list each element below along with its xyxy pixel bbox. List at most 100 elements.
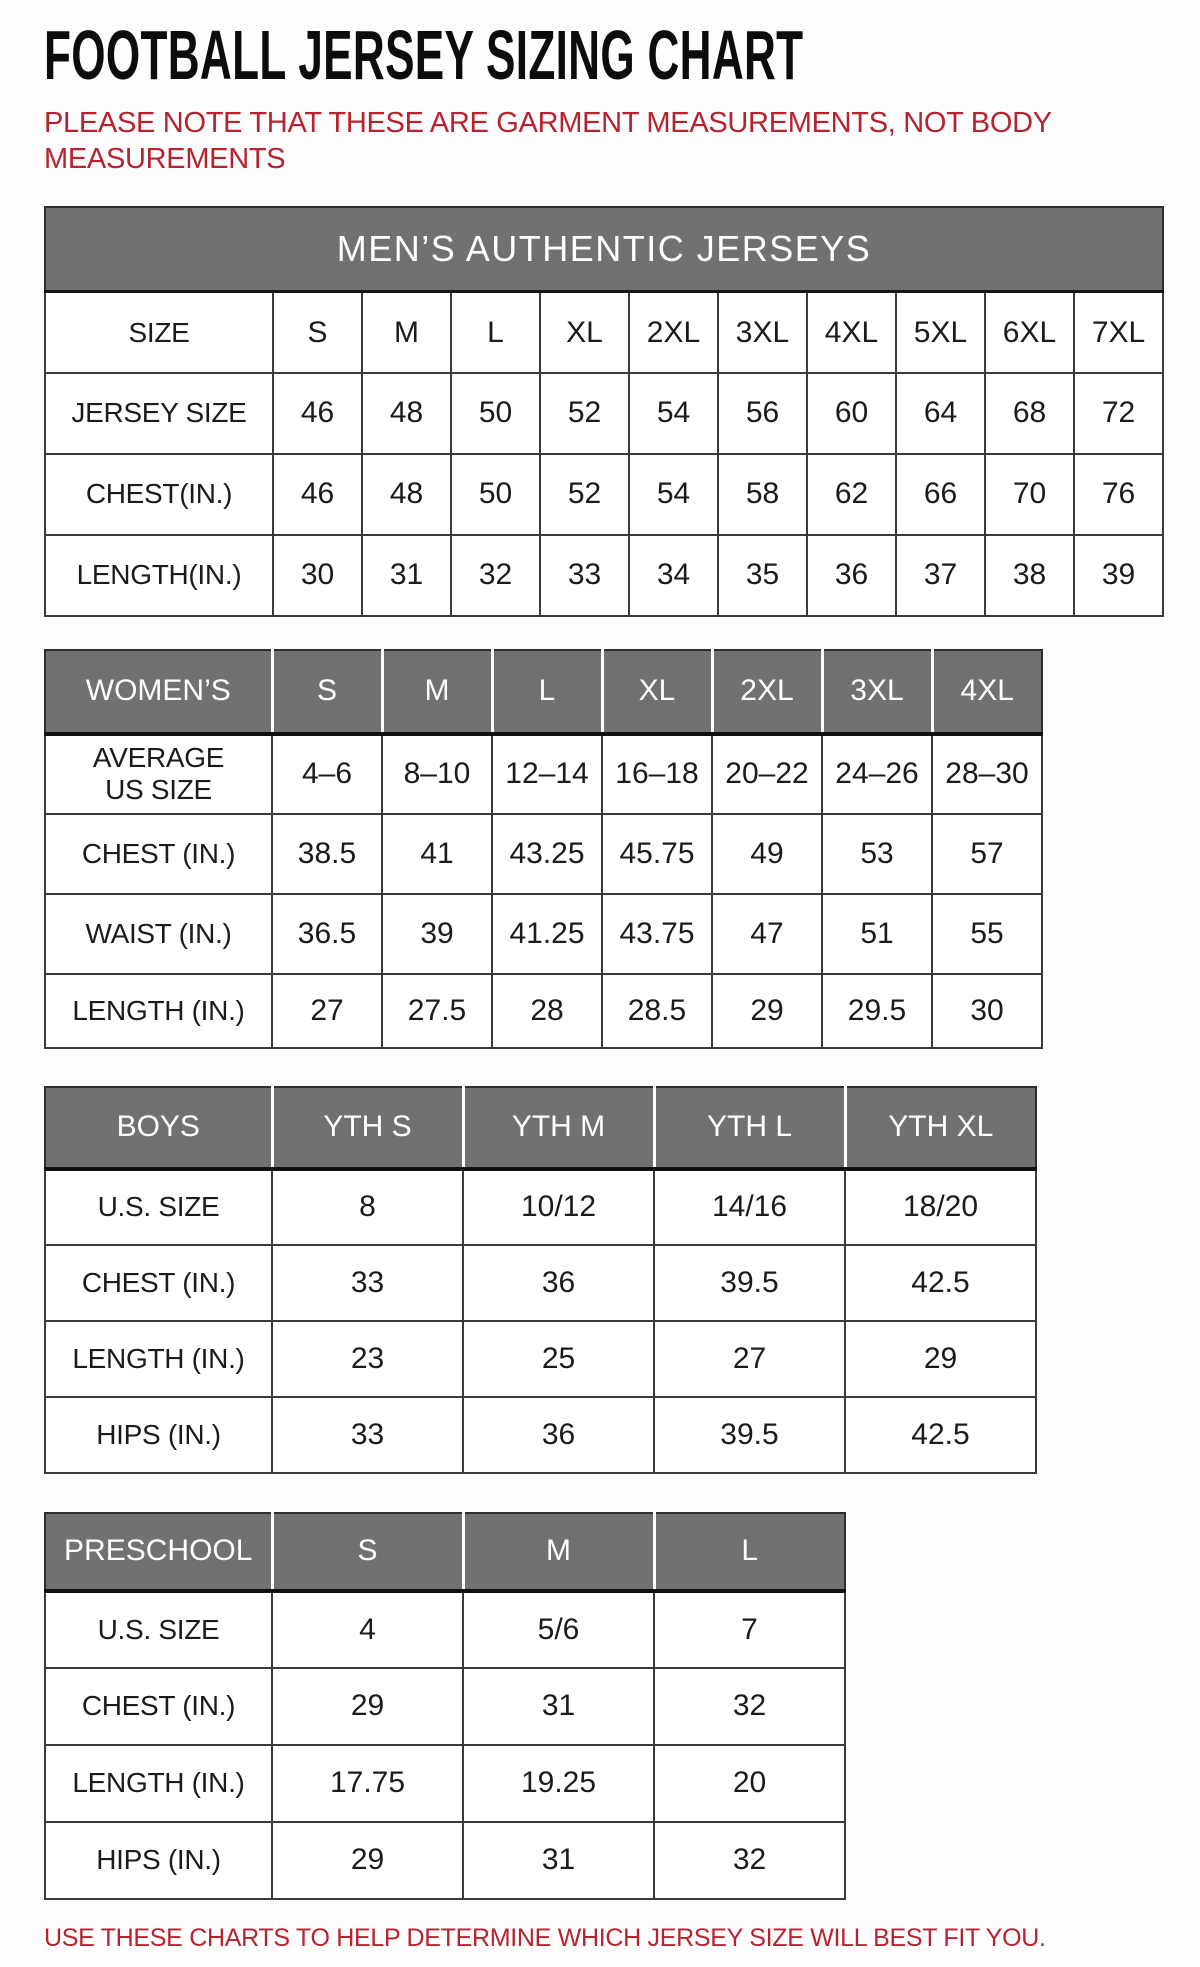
row-label-cell: LENGTH (IN.)	[44, 972, 273, 1049]
garment-measurement-note: PLEASE NOTE THAT THESE ARE GARMENT MEASU…	[44, 107, 1052, 175]
column-header-cell: YTH L	[652, 1085, 847, 1171]
value-cell: 8	[271, 1167, 464, 1246]
value-cell: 5XL	[895, 290, 986, 374]
column-header-cell: S	[270, 1511, 465, 1593]
row-label-cell: LENGTH(IN.)	[44, 533, 274, 617]
value-cell: 54	[628, 452, 719, 536]
row-label-cell: U.S. SIZE	[44, 1589, 273, 1669]
value-cell: 36.5	[271, 892, 383, 975]
column-header-cell: WOMEN’S	[44, 648, 274, 736]
value-cell: 52	[539, 452, 630, 536]
value-cell: 57	[931, 812, 1043, 895]
value-cell: 35	[717, 533, 808, 617]
value-cell: 50	[450, 452, 541, 536]
value-cell: 38	[984, 533, 1075, 617]
row-label-cell: HIPS (IN.)	[44, 1820, 273, 1900]
value-cell: 39.5	[653, 1395, 846, 1474]
value-cell: S	[272, 290, 363, 374]
value-cell: 24–26	[821, 732, 933, 815]
value-cell: M	[361, 290, 452, 374]
table-row: CHEST (IN.) 38.5 41 43.25 45.75 49 53 57	[44, 812, 1043, 895]
value-cell: 27.5	[381, 972, 493, 1049]
value-cell: 33	[271, 1395, 464, 1474]
value-cell: 36	[806, 533, 897, 617]
value-cell: 27	[271, 972, 383, 1049]
page-title: FOOTBALL JERSEY SIZING CHART	[44, 16, 804, 94]
value-cell: 48	[361, 452, 452, 536]
value-cell: 32	[653, 1820, 846, 1900]
value-cell: 29	[844, 1319, 1037, 1398]
value-cell: 41.25	[491, 892, 603, 975]
row-label-cell: JERSEY SIZE	[44, 371, 274, 455]
value-cell: 56	[717, 371, 808, 455]
value-cell: 68	[984, 371, 1075, 455]
table-header-row: BOYS YTH S YTH M YTH L YTH XL	[44, 1085, 1037, 1171]
value-cell: 29	[271, 1820, 464, 1900]
value-cell: 31	[361, 533, 452, 617]
value-cell: 48	[361, 371, 452, 455]
value-cell: 32	[653, 1666, 846, 1746]
value-cell: 31	[462, 1820, 655, 1900]
womens-sizing-table: WOMEN’S S M L XL 2XL 3XL 4XL AVERAGE US …	[44, 648, 1043, 1049]
value-cell: 38.5	[271, 812, 383, 895]
value-cell: 47	[711, 892, 823, 975]
value-cell: 36	[462, 1395, 655, 1474]
value-cell: 29.5	[821, 972, 933, 1049]
column-header-cell: PRESCHOOL	[44, 1511, 274, 1593]
column-header-cell: YTH M	[461, 1085, 656, 1171]
row-label-cell: CHEST (IN.)	[44, 1666, 273, 1746]
column-header-cell: S	[270, 648, 384, 736]
table-row: SIZE S M L XL 2XL 3XL 4XL 5XL 6XL 7XL	[44, 290, 1165, 374]
column-header-cell: XL	[600, 648, 714, 736]
row-label-cell: CHEST (IN.)	[44, 1243, 273, 1322]
value-cell: 7	[653, 1589, 846, 1669]
value-cell: 66	[895, 452, 986, 536]
mens-banner-row: MEN’S AUTHENTIC JERSEYS	[43, 205, 1165, 294]
table-header-row: WOMEN’S S M L XL 2XL 3XL 4XL	[44, 648, 1043, 736]
value-cell: 2XL	[628, 290, 719, 374]
column-header-cell: BOYS	[44, 1085, 274, 1171]
value-cell: 18/20	[844, 1167, 1037, 1246]
value-cell: 32	[450, 533, 541, 617]
value-cell: 29	[711, 972, 823, 1049]
value-cell: L	[450, 290, 541, 374]
preschool-sizing-table: PRESCHOOL S M L U.S. SIZE 4 5/6 7 CHEST …	[44, 1511, 846, 1900]
value-cell: 28	[491, 972, 603, 1049]
value-cell: 19.25	[462, 1743, 655, 1823]
value-cell: 33	[271, 1243, 464, 1322]
value-cell: 60	[806, 371, 897, 455]
value-cell: 10/12	[462, 1167, 655, 1246]
column-header-cell: 2XL	[710, 648, 824, 736]
table-row: U.S. SIZE 8 10/12 14/16 18/20	[44, 1167, 1037, 1246]
value-cell: 16–18	[601, 732, 713, 815]
value-cell: 30	[931, 972, 1043, 1049]
value-cell: 50	[450, 371, 541, 455]
value-cell: 55	[931, 892, 1043, 975]
value-cell: 49	[711, 812, 823, 895]
column-header-cell: M	[380, 648, 494, 736]
column-header-cell: 3XL	[820, 648, 934, 736]
value-cell: 51	[821, 892, 933, 975]
value-cell: 4XL	[806, 290, 897, 374]
table-row: AVERAGE US SIZE 4–6 8–10 12–14 16–18 20–…	[44, 732, 1043, 815]
table-row: WAIST (IN.) 36.5 39 41.25 43.75 47 51 55	[44, 892, 1043, 975]
value-cell: 39.5	[653, 1243, 846, 1322]
column-header-cell: L	[652, 1511, 846, 1593]
value-cell: 41	[381, 812, 493, 895]
fit-advice-note: USE THESE CHARTS TO HELP DETERMINE WHICH…	[44, 1923, 1046, 1952]
value-cell: 42.5	[844, 1395, 1037, 1474]
table-row: LENGTH(IN.) 30 31 32 33 34 35 36 37 38 3…	[44, 533, 1165, 617]
value-cell: 76	[1072, 452, 1165, 536]
value-cell: 28.5	[601, 972, 713, 1049]
boys-sizing-table: BOYS YTH S YTH M YTH L YTH XL U.S. SIZE …	[44, 1085, 1037, 1474]
value-cell: 64	[895, 371, 986, 455]
row-label-cell: LENGTH (IN.)	[44, 1319, 273, 1398]
value-cell: 28–30	[931, 732, 1043, 815]
column-header-cell: YTH S	[270, 1085, 465, 1171]
value-cell: 39	[1072, 533, 1165, 617]
value-cell: 62	[806, 452, 897, 536]
value-cell: 30	[272, 533, 363, 617]
table-header-row: PRESCHOOL S M L	[44, 1511, 846, 1593]
value-cell: 43.75	[601, 892, 713, 975]
value-cell: 45.75	[601, 812, 713, 895]
